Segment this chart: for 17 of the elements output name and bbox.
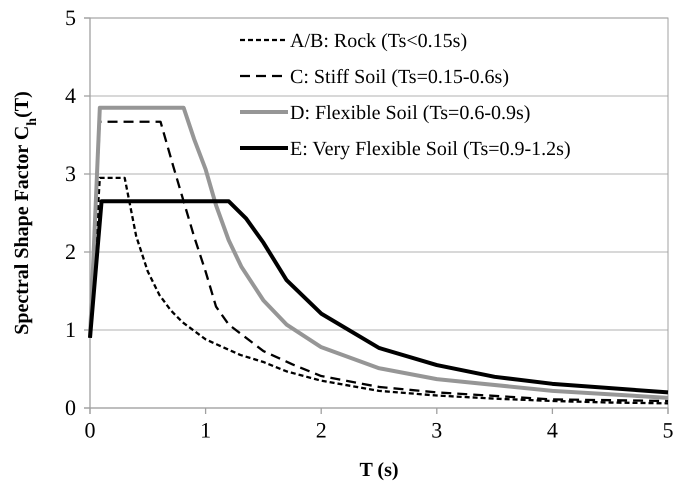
legend-label: E: Very Flexible Soil (Ts=0.9-1.2s) bbox=[290, 138, 571, 160]
y-tick-label: 5 bbox=[65, 5, 76, 30]
x-tick-label: 2 bbox=[316, 418, 327, 443]
legend-label: A/B: Rock (Ts<0.15s) bbox=[290, 30, 468, 52]
y-tick-label: 3 bbox=[65, 161, 76, 186]
x-tick-label: 1 bbox=[200, 418, 212, 443]
legend-label: C: Stiff Soil (Ts=0.15-0.6s) bbox=[290, 66, 509, 88]
x-axis-title: T (s) bbox=[359, 459, 399, 481]
x-tick-label: 3 bbox=[431, 418, 442, 443]
y-tick-label: 4 bbox=[65, 83, 76, 108]
y-tick-label: 0 bbox=[65, 395, 76, 420]
x-tick-label: 5 bbox=[662, 418, 674, 443]
legend-label: D: Flexible Soil (Ts=0.6-0.9s) bbox=[290, 102, 530, 124]
x-tick-label: 4 bbox=[546, 418, 558, 443]
y-tick-label: 1 bbox=[65, 317, 76, 342]
y-tick-label: 2 bbox=[65, 239, 76, 264]
x-tick-label: 0 bbox=[84, 418, 96, 443]
